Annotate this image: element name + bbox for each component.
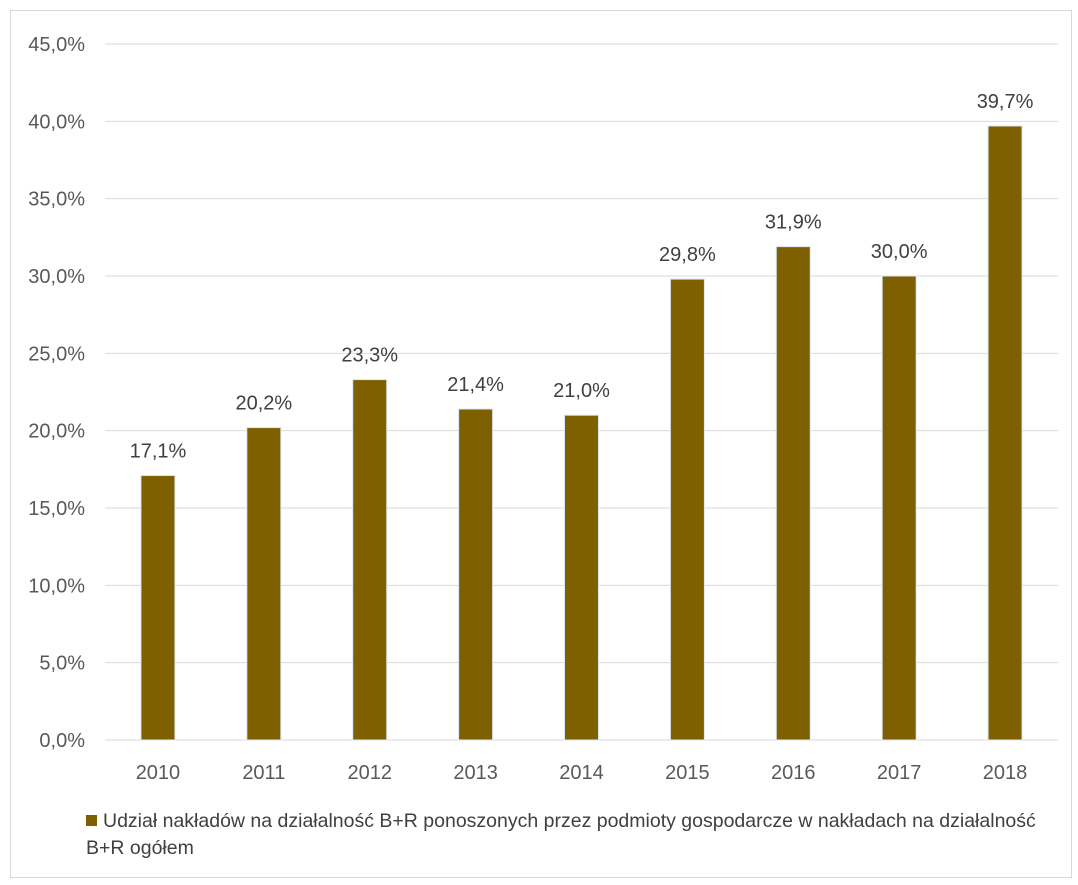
x-tick-label-2016: 2016 (771, 762, 816, 784)
data-label-2010: 17,1% (130, 441, 187, 463)
x-tick-label-2014: 2014 (559, 762, 604, 784)
x-tick-label-2013: 2013 (453, 762, 498, 784)
data-label-2014: 21,0% (553, 380, 610, 402)
legend: Udział nakładów na działalność B+R ponos… (86, 808, 1046, 862)
data-label-2018: 39,7% (977, 91, 1034, 113)
x-tick-label-2015: 2015 (665, 762, 710, 784)
y-tick-label-2: 10,0% (28, 575, 85, 597)
data-label-2013: 21,4% (447, 374, 504, 396)
y-tick-label-5: 25,0% (28, 343, 85, 365)
bar-2014 (564, 414, 599, 741)
x-tick-label-2010: 2010 (136, 762, 181, 784)
legend-swatch (86, 815, 97, 826)
x-tick-label-2012: 2012 (347, 762, 392, 784)
data-label-2011: 20,2% (235, 393, 292, 415)
bar-2018 (987, 125, 1023, 741)
bars (140, 125, 1023, 741)
y-tick-label-3: 15,0% (28, 498, 85, 520)
y-tick-label-7: 35,0% (28, 189, 85, 211)
y-tick-label-1: 5,0% (39, 653, 85, 675)
data-label-2012: 23,3% (341, 345, 398, 367)
y-tick-label-6: 30,0% (28, 266, 85, 288)
y-tick-label-0: 0,0% (39, 730, 85, 752)
bar-2017 (881, 275, 917, 741)
y-tick-label-9: 45,0% (28, 34, 85, 56)
x-tick-label-2018: 2018 (983, 762, 1028, 784)
bar-2010 (140, 475, 176, 741)
bar-2011 (246, 427, 282, 741)
bar-2013 (458, 408, 494, 741)
bar-2012 (352, 379, 388, 741)
y-tick-label-8: 40,0% (28, 111, 85, 133)
y-tick-label-4: 20,0% (28, 421, 85, 443)
x-tick-label-2017: 2017 (877, 762, 922, 784)
bar-2016 (775, 246, 811, 741)
data-label-2015: 29,8% (659, 244, 716, 266)
data-labels: 17,1% 20,2% 23,3% 21,4% 21,0% 29,8% 31,9% 30,0%… (130, 91, 1034, 463)
data-label-2016: 31,9% (765, 212, 822, 234)
x-tick-label-2011: 2011 (242, 762, 285, 784)
bar-2015 (669, 278, 705, 741)
x-axis-tick-labels: 2010 2011 2012 2013 2014 2015 2016 2017 2018 (136, 762, 1028, 784)
legend-label: Udział nakładów na działalność B+R ponos… (86, 810, 1036, 859)
data-label-2017: 30,0% (871, 241, 928, 263)
y-axis-tick-labels: 0,0% 5,0% 10,0% 15,0% 20,0% 25,0% 30,0% 35,0% 40… (28, 34, 85, 752)
